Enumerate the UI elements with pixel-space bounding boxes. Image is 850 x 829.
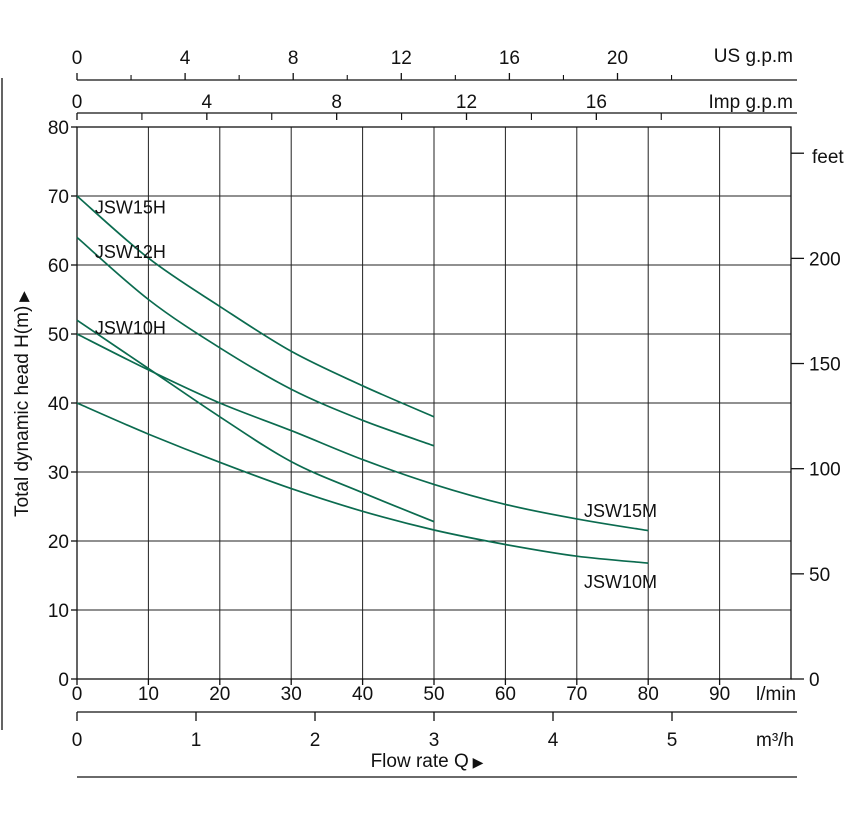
y-axis-ticks: 0 10 20 30 40 50 60 70 80: [48, 118, 77, 691]
m3h-tick-label: 4: [548, 730, 559, 751]
series-label-jsw15h: JSW15H: [95, 197, 166, 217]
imp-gpm-tick-label: 0: [72, 92, 83, 113]
y-tick-label: 80: [48, 118, 69, 139]
series-labels: JSW15H JSW12H JSW10H JSW15M JSW10M: [95, 197, 657, 592]
us-gpm-tick-label: 4: [180, 48, 191, 69]
x-axis-arrow-icon: ▶: [469, 754, 484, 770]
series-line-jsw12h: [76, 236, 435, 447]
x-tick-label: 0: [72, 684, 83, 705]
x-tick-label: 30: [281, 684, 302, 705]
feet-tick-label: 100: [809, 460, 841, 481]
x-tick-label: 10: [138, 684, 159, 705]
us-gpm-tick-label: 20: [607, 48, 628, 69]
us-gpm-tick-label: 16: [499, 48, 520, 69]
series-label-jsw10h: JSW10H: [95, 318, 166, 338]
y-tick-label: 60: [48, 256, 69, 277]
y-tick-label: 0: [58, 670, 69, 691]
y-tick-label: 30: [48, 463, 69, 484]
series-label-jsw12h: JSW12H: [95, 242, 166, 262]
imp-gpm-tick-label: 12: [456, 92, 477, 113]
m3h-tick-label: 1: [191, 730, 202, 751]
imp-gpm-ticks: 0 4 8 12 16: [72, 92, 662, 120]
y-tick-label: 50: [48, 325, 69, 346]
x-tick-label: 60: [495, 684, 516, 705]
series-line-jsw15h: [76, 195, 435, 418]
feet-tick-label: 0: [809, 670, 820, 691]
imp-gpm-tick-label: 4: [202, 92, 213, 113]
feet-tick-label: 150: [809, 355, 841, 376]
x-tick-label: 80: [638, 684, 659, 705]
y-axis-label: Total dynamic head H(m) ▶: [12, 291, 33, 517]
feet-tick-label: 50: [809, 565, 830, 586]
x-axis-label: Flow rate Q ▶: [371, 751, 484, 772]
x-axis-ticks: 0 10 20 30 40 50 60 70 80 90: [72, 679, 730, 705]
us-gpm-tick-label: 8: [288, 48, 299, 69]
us-gpm-tick-label: 0: [72, 48, 83, 69]
series-label-jsw15m: JSW15M: [584, 501, 657, 521]
us-gpm-ticks: 0 4 8 12 16 20: [72, 48, 673, 80]
series-line-jsw10m: [76, 402, 649, 564]
x-unit-label: l/min: [756, 684, 796, 705]
y-tick-label: 70: [48, 187, 69, 208]
y-tick-label: 20: [48, 532, 69, 553]
top-secondary-axes: 0 4 8 12 16 20 0 4 8 12 16 US g.p.m Imp g.p.m: [72, 46, 797, 120]
x-tick-label: 20: [209, 684, 230, 705]
us-gpm-tick-label: 12: [391, 48, 412, 69]
x-tick-label: 50: [423, 684, 444, 705]
x-tick-label: 70: [566, 684, 587, 705]
y-axis-label-text: Total dynamic head H(m): [12, 306, 33, 517]
m3h-axis-ticks: 0 1 2 3 4 5: [72, 712, 678, 751]
m3h-unit-label: m³/h: [756, 730, 794, 751]
series-line-jsw10h: [76, 319, 435, 523]
imp-gpm-tick-label: 8: [331, 92, 342, 113]
m3h-tick-label: 3: [429, 730, 440, 751]
series-label-jsw10m: JSW10M: [584, 572, 657, 592]
m3h-tick-label: 5: [667, 730, 678, 751]
series-layer: [76, 195, 649, 564]
feet-axis-ticks: 0 50 100 150 200: [791, 152, 841, 691]
imp-gpm-unit-label: Imp g.p.m: [709, 92, 793, 113]
m3h-tick-label: 2: [310, 730, 321, 751]
chart-grid: [77, 127, 791, 679]
x-axis-label-text: Flow rate Q: [371, 751, 469, 772]
feet-tick-label: 200: [809, 249, 841, 270]
series-line-jsw15m: [76, 333, 649, 532]
feet-unit-label: feet: [812, 147, 844, 168]
y-axis-arrow-icon: ▶: [15, 291, 31, 306]
us-gpm-unit-label: US g.p.m: [714, 46, 793, 67]
y-tick-label: 10: [48, 601, 69, 622]
m3h-tick-label: 0: [72, 730, 83, 751]
x-tick-label: 40: [352, 684, 373, 705]
imp-gpm-tick-label: 16: [586, 92, 607, 113]
x-tick-label: 90: [709, 684, 730, 705]
y-tick-label: 40: [48, 394, 69, 415]
